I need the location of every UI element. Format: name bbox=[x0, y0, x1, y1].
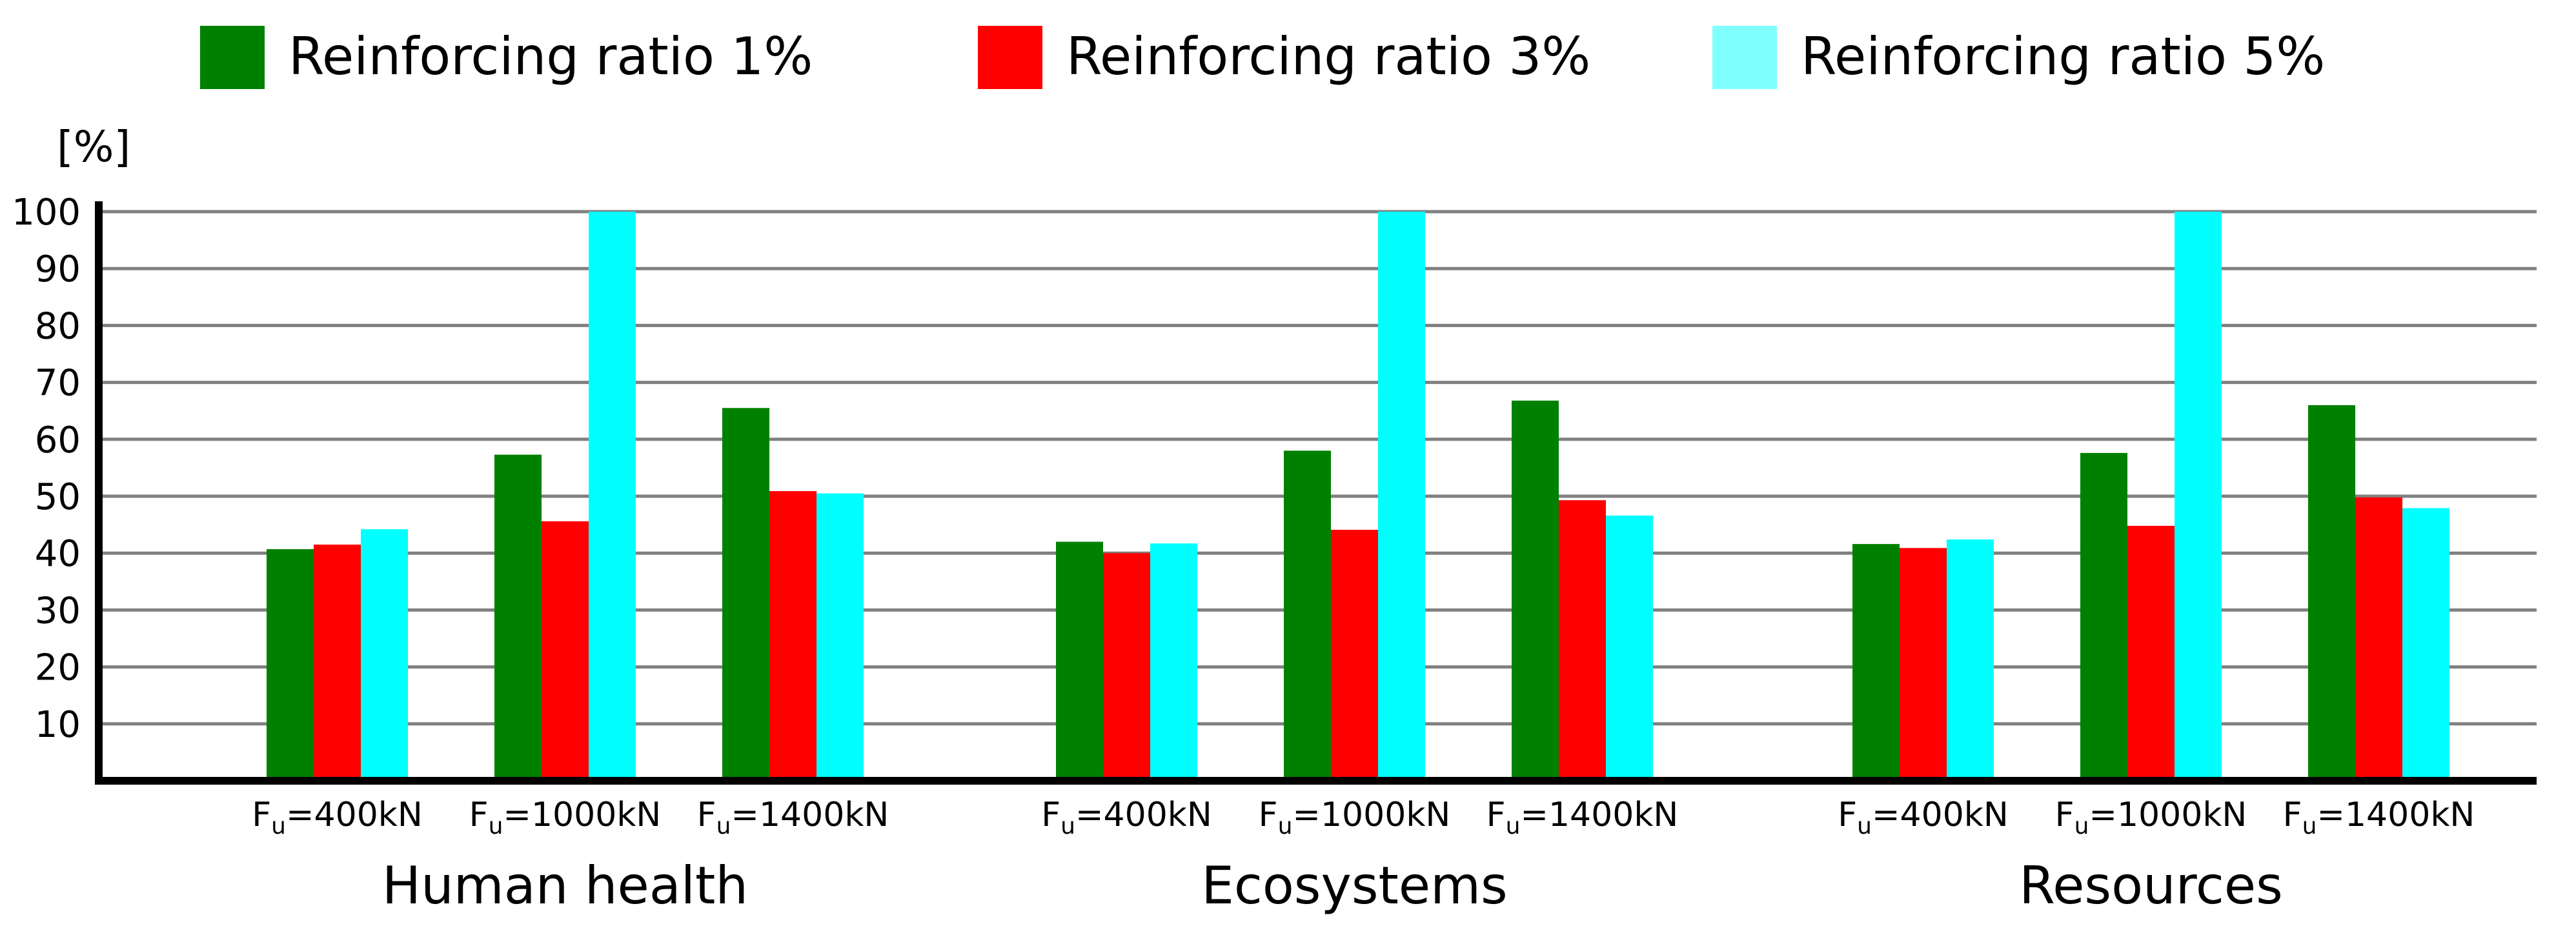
bar bbox=[2080, 452, 2127, 781]
bar bbox=[722, 408, 769, 781]
bar bbox=[1284, 450, 1331, 781]
y-tick-label: 80 bbox=[35, 305, 81, 347]
bar bbox=[2355, 497, 2402, 781]
x-tick-label: Fu=1000kN bbox=[1259, 796, 1451, 839]
x-tick-labels: Fu=400kN Fu=1000kN Fu=1400kN Fu=400kN Fu=100… bbox=[252, 796, 2475, 839]
bar bbox=[494, 454, 542, 781]
y-tick-label: 100 bbox=[12, 192, 81, 234]
group-labels: Human health Ecosystems Resources bbox=[382, 856, 2283, 916]
bar bbox=[2127, 525, 2175, 781]
group-label: Human health bbox=[382, 856, 748, 916]
legend-label: Reinforcing ratio 3% bbox=[1066, 26, 1590, 86]
legend-label: Reinforcing ratio 5% bbox=[1801, 26, 2325, 86]
bar bbox=[1900, 548, 1947, 781]
bar bbox=[361, 529, 408, 781]
bar bbox=[2175, 212, 2222, 781]
bar bbox=[2308, 405, 2355, 781]
bar bbox=[1103, 553, 1150, 781]
bar bbox=[2402, 508, 2449, 781]
group-label: Ecosystems bbox=[1201, 856, 1507, 916]
y-tick-label: 70 bbox=[35, 363, 81, 405]
x-tick-label: Fu=1400kN bbox=[1486, 796, 1679, 839]
y-tick-label: 60 bbox=[35, 419, 81, 461]
bar bbox=[1559, 500, 1606, 781]
y-tick-label: 20 bbox=[35, 647, 81, 689]
bar bbox=[267, 549, 314, 781]
y-tick-labels: 10 20 30 40 50 60 70 80 90 100 bbox=[12, 192, 81, 746]
bar bbox=[542, 521, 589, 781]
y-axis-label: [%] bbox=[57, 122, 130, 172]
x-tick-label: Fu=1000kN bbox=[2055, 796, 2247, 839]
bar bbox=[1378, 212, 1425, 781]
x-tick-label: Fu=400kN bbox=[252, 796, 423, 839]
axes bbox=[95, 201, 2537, 785]
x-tick-label: Fu=400kN bbox=[1041, 796, 1212, 839]
bar bbox=[816, 493, 864, 781]
legend-swatch bbox=[978, 26, 1042, 89]
legend-swatch bbox=[1712, 26, 1777, 89]
legend-swatch bbox=[200, 26, 265, 89]
bar bbox=[1852, 544, 1900, 781]
x-tick-label: Fu=1400kN bbox=[697, 796, 889, 839]
x-tick-label: Fu=400kN bbox=[1838, 796, 2009, 839]
y-tick-label: 50 bbox=[35, 476, 81, 518]
legend-label: Reinforcing ratio 1% bbox=[289, 26, 813, 86]
x-tick-label: Fu=1000kN bbox=[469, 796, 662, 839]
y-tick-label: 90 bbox=[35, 248, 81, 290]
bar bbox=[1947, 539, 1994, 781]
bars bbox=[267, 212, 2449, 781]
y-tick-label: 10 bbox=[35, 704, 81, 746]
bar bbox=[314, 544, 361, 781]
legend: Reinforcing ratio 1% Reinforcing ratio 3%… bbox=[200, 26, 2325, 89]
bar bbox=[1331, 530, 1378, 781]
y-tick-label: 40 bbox=[35, 533, 81, 575]
bar bbox=[589, 212, 636, 781]
group-label: Resources bbox=[2019, 856, 2283, 916]
bar bbox=[1512, 400, 1559, 781]
bar bbox=[1150, 543, 1197, 781]
bar bbox=[769, 491, 816, 781]
bar bbox=[1606, 515, 1653, 781]
x-tick-label: Fu=1400kN bbox=[2283, 796, 2475, 839]
y-tick-label: 30 bbox=[35, 590, 81, 632]
bar bbox=[1056, 541, 1103, 781]
